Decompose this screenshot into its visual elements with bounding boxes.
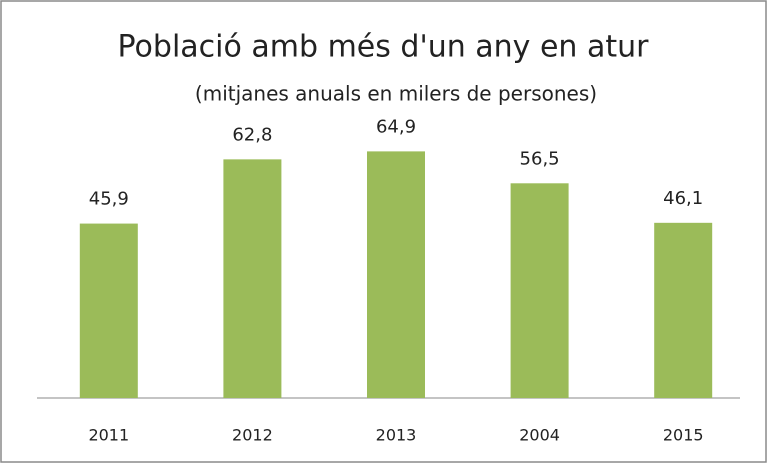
data-label: 64,9 [376,116,416,137]
x-tick-label: 2012 [232,426,273,445]
x-tick-label: 2015 [663,426,704,445]
bar [654,222,713,398]
chart-subtitle: (mitjanes anuals en milers de persones) [195,82,597,106]
bar [223,159,282,398]
chart-title: Població amb més d'un any en atur [118,30,650,65]
bar [367,151,425,398]
x-tick-label: 2004 [519,426,560,445]
x-tick-label: 2011 [88,426,129,445]
data-label: 62,8 [232,124,272,145]
data-label: 46,1 [663,188,703,209]
bar [510,183,569,398]
data-label: 45,9 [89,189,129,210]
data-label: 56,5 [520,148,560,169]
bar [79,223,138,398]
x-tick-label: 2013 [376,426,417,445]
